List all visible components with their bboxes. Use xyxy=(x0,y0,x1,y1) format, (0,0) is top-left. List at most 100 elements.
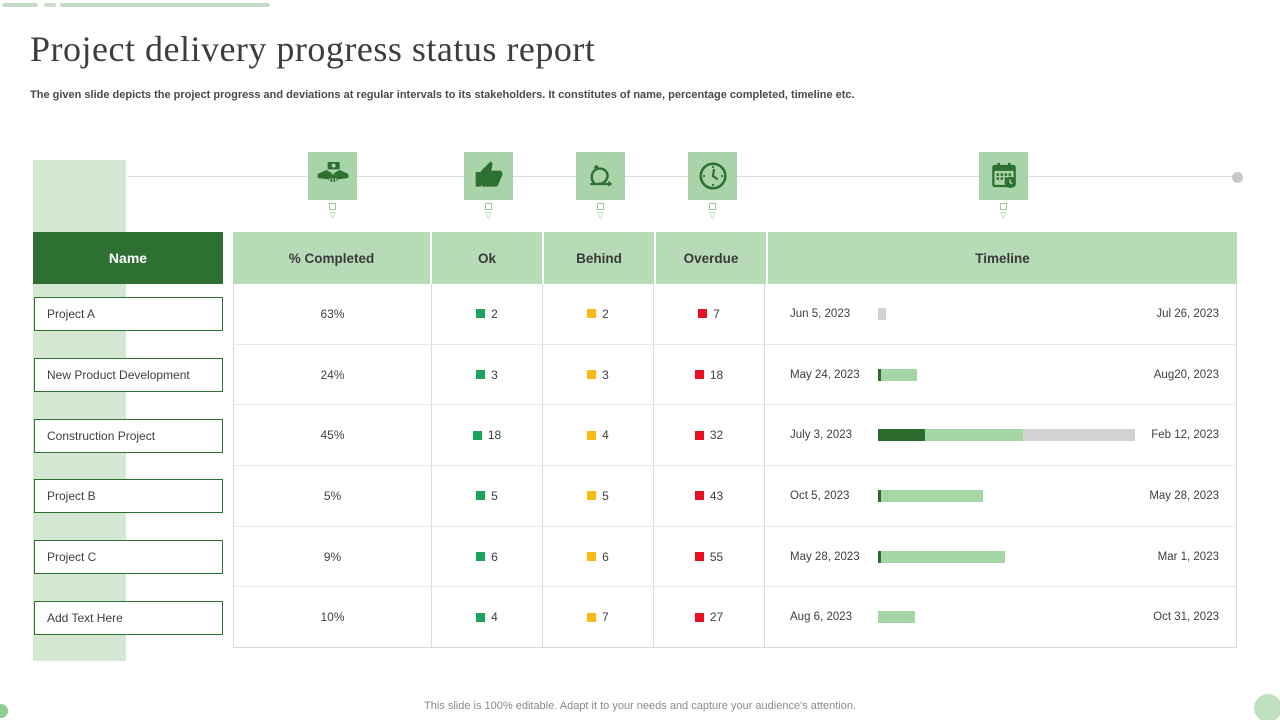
overdue-count: 43 xyxy=(709,488,724,503)
completed-cell: 5% xyxy=(234,466,432,526)
marker-triangle-icon: ▽ xyxy=(597,210,604,220)
overdue-cell: 27 xyxy=(654,587,765,648)
overdue-square-icon xyxy=(694,370,704,379)
overdue-cell: 18 xyxy=(654,344,765,405)
project-name-box[interactable]: Project A xyxy=(34,297,223,331)
marker-triangle-icon: ▽ xyxy=(1000,210,1007,220)
column-header-ok: Ok xyxy=(432,232,542,284)
end-date: Feb 12, 2023 xyxy=(1151,429,1219,442)
overdue-square-icon xyxy=(694,491,704,501)
marker-triangle-icon: ▽ xyxy=(709,210,716,220)
start-date: July 3, 2023 xyxy=(790,429,853,442)
overdue-count: 32 xyxy=(709,428,724,443)
milestone-marker: ▽ xyxy=(576,203,625,220)
table-row: 24% 3 3 18 May 24, 2023 Aug20, 2023 xyxy=(234,344,1236,406)
timeline-cell: Jun 5, 2023 Jul 26, 2023 xyxy=(765,284,1236,344)
project-name-box[interactable]: New Product Development xyxy=(34,358,223,392)
ok-count: 4 xyxy=(491,610,498,625)
ok-cell: 6 xyxy=(432,526,543,587)
timeline-cell: Oct 5, 2023 May 28, 2023 xyxy=(765,466,1236,526)
slide-subtitle: The given slide depicts the project prog… xyxy=(30,89,855,101)
clock-icon xyxy=(688,152,737,200)
table-row: 9% 6 6 55 May 28, 2023 Mar 1, 2023 xyxy=(234,526,1236,588)
start-date: Aug 6, 2023 xyxy=(790,611,853,624)
ok-square-icon xyxy=(476,491,486,501)
timeline-cell: May 28, 2023 Mar 1, 2023 xyxy=(765,527,1236,587)
timeline-cell: Aug 6, 2023 Oct 31, 2023 xyxy=(765,587,1236,647)
timeline-bar xyxy=(878,611,915,624)
handshake-icon xyxy=(308,152,357,200)
axis-end-dot xyxy=(1232,172,1243,183)
overdue-count: 18 xyxy=(709,367,724,382)
page-title: Project delivery progress status report xyxy=(30,29,596,69)
marker-square-icon xyxy=(1000,203,1007,210)
milestone-marker: ▽ xyxy=(464,203,513,220)
table-row: 5% 5 5 43 Oct 5, 2023 May 28, 2023 xyxy=(234,466,1236,527)
ok-square-icon xyxy=(476,309,486,319)
top-accent-bar xyxy=(2,3,38,7)
timeline-bar xyxy=(878,429,1135,442)
overdue-count: 55 xyxy=(709,549,724,564)
end-date: Oct 31, 2023 xyxy=(1153,611,1219,624)
end-date: Mar 1, 2023 xyxy=(1157,550,1219,563)
marker-triangle-icon: ▽ xyxy=(329,210,336,220)
marker-square-icon xyxy=(329,203,336,210)
table-row: 45% 18 4 32 July 3, 2023 Feb 12, 2023 xyxy=(234,405,1236,467)
milestone-marker: ▽ xyxy=(688,203,737,220)
overdue-square-icon xyxy=(698,309,708,319)
behind-count: 7 xyxy=(602,610,609,625)
column-header-behind: Behind xyxy=(544,232,654,284)
project-name-box[interactable]: Project B xyxy=(34,479,223,513)
overdue-square-icon xyxy=(694,552,704,562)
overdue-cell: 43 xyxy=(654,466,765,526)
ok-cell: 3 xyxy=(432,344,543,405)
milestone-axis-line xyxy=(128,176,1237,177)
end-date: Aug20, 2023 xyxy=(1153,368,1219,381)
completed-cell: 9% xyxy=(234,526,432,587)
table-row: 63% 2 2 7 Jun 5, 2023 Jul 26, 2023 xyxy=(234,284,1236,345)
corner-decoration-dot xyxy=(0,704,8,718)
thumbs-up-icon xyxy=(464,152,513,200)
behind-cell: 3 xyxy=(543,344,654,405)
behind-square-icon xyxy=(587,430,597,440)
top-accent-bar xyxy=(44,3,56,7)
ok-cell: 5 xyxy=(432,466,543,526)
behind-cell: 4 xyxy=(543,405,654,466)
start-date: May 24, 2023 xyxy=(790,368,860,381)
timeline-bar xyxy=(878,307,886,320)
ok-square-icon xyxy=(476,612,486,622)
column-header-timeline: Timeline xyxy=(768,232,1237,284)
project-name-box[interactable]: Add Text Here xyxy=(34,601,223,635)
behind-cell: 5 xyxy=(543,466,654,526)
timeline-cell: July 3, 2023 Feb 12, 2023 xyxy=(765,405,1236,465)
behind-square-icon xyxy=(587,309,597,319)
ok-count: 6 xyxy=(491,549,498,564)
overdue-count: 27 xyxy=(709,610,724,625)
project-name-box[interactable]: Project C xyxy=(34,540,223,574)
column-header-overdue: Overdue xyxy=(656,232,766,284)
table-row: 10% 4 7 27 Aug 6, 2023 Oct 31, 2023 xyxy=(234,587,1236,648)
marker-square-icon xyxy=(485,203,492,210)
column-header-completed: % Completed xyxy=(233,232,430,284)
overdue-cell: 32 xyxy=(654,405,765,466)
behind-count: 6 xyxy=(602,549,609,564)
editable-note: This slide is 100% editable. Adapt it to… xyxy=(424,700,856,712)
ok-square-icon xyxy=(476,552,486,562)
timeline-bar xyxy=(878,489,983,502)
milestone-marker: ▽ xyxy=(308,203,357,220)
marker-square-icon xyxy=(709,203,716,210)
overdue-square-icon xyxy=(694,612,704,622)
overdue-cell: 7 xyxy=(654,284,765,344)
table-body: 63% 2 2 7 Jun 5, 2023 Jul 26, 2023 24% 3… xyxy=(233,284,1237,648)
ok-count: 2 xyxy=(491,306,498,321)
calendar-clock-icon xyxy=(979,152,1028,200)
timeline-bar xyxy=(878,368,917,381)
start-date: Jun 5, 2023 xyxy=(790,307,851,320)
behind-square-icon xyxy=(587,370,597,379)
ok-count: 5 xyxy=(491,488,498,503)
behind-square-icon xyxy=(587,552,597,562)
ok-cell: 4 xyxy=(432,587,543,648)
ok-count: 3 xyxy=(491,367,498,382)
project-name-box[interactable]: Construction Project xyxy=(34,419,223,453)
